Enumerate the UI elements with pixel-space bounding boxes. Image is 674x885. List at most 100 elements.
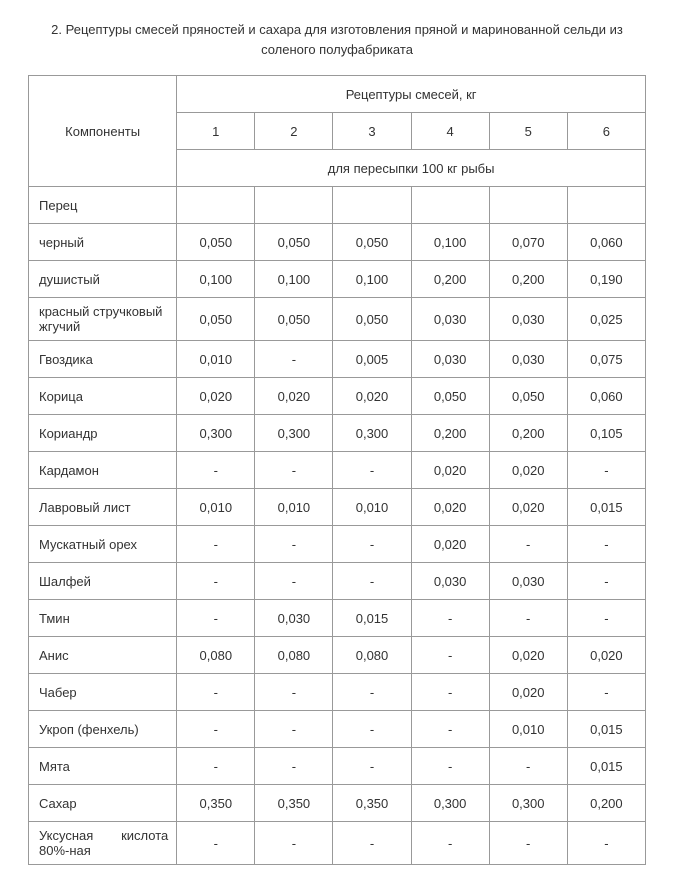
cell-value: [411, 187, 489, 224]
table-row: черный0,0500,0500,0500,1000,0700,060: [29, 224, 646, 261]
col-num: 3: [333, 113, 411, 150]
table-row: Перец: [29, 187, 646, 224]
cell-value: -: [255, 674, 333, 711]
cell-value: -: [411, 711, 489, 748]
row-label-acid: Уксуснаякислота80%-ная: [29, 822, 177, 865]
cell-value: 0,050: [255, 224, 333, 261]
col-num: 5: [489, 113, 567, 150]
cell-value: -: [255, 452, 333, 489]
col-num: 6: [567, 113, 645, 150]
cell-value: -: [255, 526, 333, 563]
cell-value: 0,005: [333, 341, 411, 378]
table-row: Сахар0,3500,3500,3500,3000,3000,200: [29, 785, 646, 822]
cell-value: 0,010: [333, 489, 411, 526]
cell-value: -: [489, 748, 567, 785]
cell-value: 0,050: [177, 298, 255, 341]
cell-value: -: [489, 600, 567, 637]
table-row: Мускатный орех---0,020--: [29, 526, 646, 563]
table-row: Корица0,0200,0200,0200,0500,0500,060: [29, 378, 646, 415]
cell-value: 0,080: [255, 637, 333, 674]
cell-value: 0,020: [489, 637, 567, 674]
cell-value: 0,350: [255, 785, 333, 822]
cell-value: 0,190: [567, 261, 645, 298]
col-subheader: для пересыпки 100 кг рыбы: [177, 150, 646, 187]
cell-value: 0,070: [489, 224, 567, 261]
cell-value: -: [567, 674, 645, 711]
table-row: Кориандр0,3000,3000,3000,2000,2000,105: [29, 415, 646, 452]
row-label: Мята: [29, 748, 177, 785]
cell-value: 0,050: [333, 224, 411, 261]
cell-value: -: [489, 822, 567, 865]
cell-value: 0,100: [411, 224, 489, 261]
cell-value: 0,300: [489, 785, 567, 822]
cell-value: [255, 187, 333, 224]
cell-value: 0,020: [489, 489, 567, 526]
cell-value: [567, 187, 645, 224]
table-row: Анис0,0800,0800,080-0,0200,020: [29, 637, 646, 674]
table-row: Лавровый лист0,0100,0100,0100,0200,0200,…: [29, 489, 646, 526]
cell-value: 0,100: [333, 261, 411, 298]
row-label: красный стручковый жгучий: [29, 298, 177, 341]
row-label: Кардамон: [29, 452, 177, 489]
cell-value: -: [333, 748, 411, 785]
cell-value: 0,050: [411, 378, 489, 415]
cell-value: 0,030: [411, 563, 489, 600]
cell-value: 0,050: [489, 378, 567, 415]
cell-value: 0,105: [567, 415, 645, 452]
recipe-table: Компоненты Рецептуры смесей, кг 1 2 3 4 …: [28, 75, 646, 865]
cell-value: -: [177, 711, 255, 748]
table-row: Шалфей---0,0300,030-: [29, 563, 646, 600]
cell-value: 0,100: [177, 261, 255, 298]
cell-value: 0,050: [255, 298, 333, 341]
cell-value: -: [567, 600, 645, 637]
cell-value: -: [411, 822, 489, 865]
cell-value: 0,200: [489, 261, 567, 298]
page-title: 2. Рецептуры смесей пряностей и сахара д…: [28, 20, 646, 59]
cell-value: 0,020: [489, 674, 567, 711]
cell-value: 0,010: [177, 489, 255, 526]
cell-value: 0,015: [567, 748, 645, 785]
cell-value: -: [177, 452, 255, 489]
cell-value: [489, 187, 567, 224]
cell-value: 0,020: [411, 489, 489, 526]
cell-value: 0,030: [411, 298, 489, 341]
cell-value: -: [333, 674, 411, 711]
col-num: 4: [411, 113, 489, 150]
cell-value: 0,010: [177, 341, 255, 378]
cell-value: -: [177, 748, 255, 785]
row-label: Чабер: [29, 674, 177, 711]
cell-value: 0,020: [567, 637, 645, 674]
cell-value: -: [567, 526, 645, 563]
row-label: Тмин: [29, 600, 177, 637]
cell-value: -: [567, 452, 645, 489]
cell-value: 0,300: [333, 415, 411, 452]
cell-value: 0,030: [489, 341, 567, 378]
cell-value: 0,300: [255, 415, 333, 452]
row-label: Кориандр: [29, 415, 177, 452]
row-label: душистый: [29, 261, 177, 298]
cell-value: 0,020: [255, 378, 333, 415]
cell-value: 0,020: [489, 452, 567, 489]
cell-value: 0,350: [177, 785, 255, 822]
cell-value: 0,200: [489, 415, 567, 452]
table-row: Уксуснаякислота80%-ная------: [29, 822, 646, 865]
col-header-components: Компоненты: [29, 76, 177, 187]
cell-value: [177, 187, 255, 224]
cell-value: -: [177, 563, 255, 600]
cell-value: -: [255, 341, 333, 378]
cell-value: 0,300: [177, 415, 255, 452]
cell-value: 0,200: [567, 785, 645, 822]
cell-value: 0,025: [567, 298, 645, 341]
cell-value: -: [333, 711, 411, 748]
cell-value: -: [489, 526, 567, 563]
col-num: 1: [177, 113, 255, 150]
cell-value: 0,030: [489, 563, 567, 600]
cell-value: 0,200: [411, 415, 489, 452]
cell-value: -: [177, 526, 255, 563]
cell-value: -: [333, 563, 411, 600]
row-label: Шалфей: [29, 563, 177, 600]
row-label: Корица: [29, 378, 177, 415]
cell-value: 0,020: [177, 378, 255, 415]
cell-value: -: [411, 600, 489, 637]
table-row: Кардамон---0,0200,020-: [29, 452, 646, 489]
